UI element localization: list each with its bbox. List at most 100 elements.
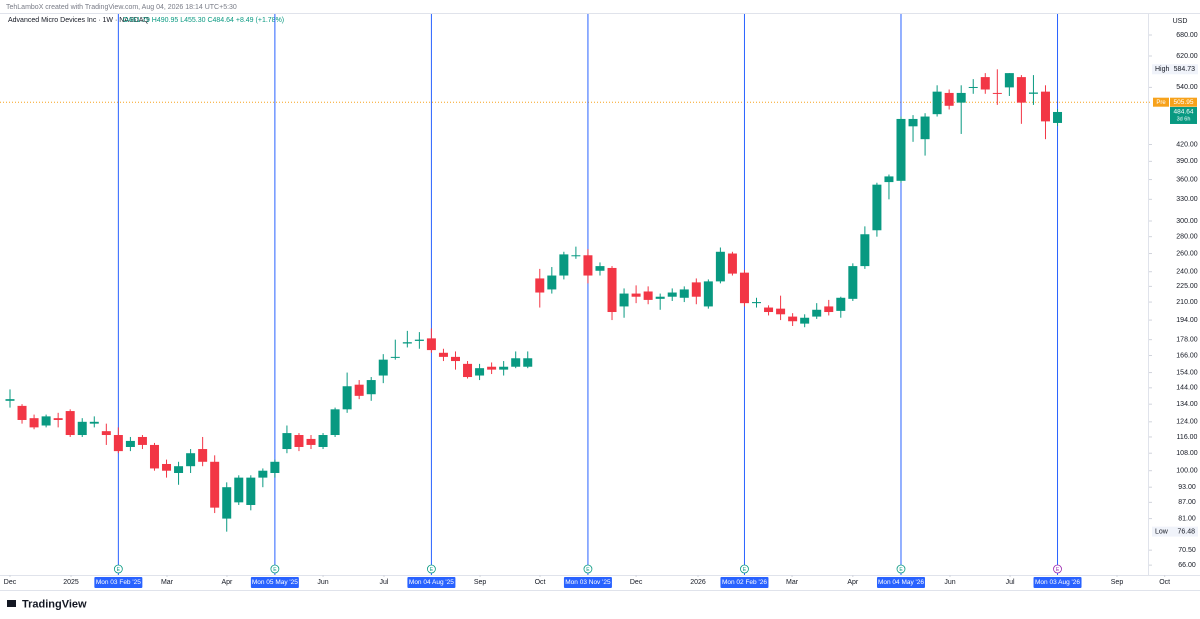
candle xyxy=(812,303,822,319)
candle-body xyxy=(992,92,1002,94)
event-marker-label: E xyxy=(273,567,277,573)
candle xyxy=(764,305,774,316)
candle xyxy=(872,182,882,237)
candle-body xyxy=(475,368,485,376)
price-line-tag: Pre xyxy=(1156,100,1166,106)
candle-body xyxy=(186,453,196,467)
candle-body xyxy=(1004,73,1014,88)
candle xyxy=(896,116,906,183)
high-marker-name: High xyxy=(1155,66,1170,73)
candle xyxy=(162,459,172,478)
y-tick-label: 240.00 xyxy=(1176,269,1198,276)
candle xyxy=(77,418,87,437)
candle xyxy=(703,279,713,309)
candle-body xyxy=(908,118,918,127)
candle xyxy=(198,436,208,467)
candle-body xyxy=(426,338,436,351)
y-tick-label: 144.00 xyxy=(1176,385,1198,392)
candle xyxy=(752,297,762,308)
candle xyxy=(41,414,51,428)
candle xyxy=(908,115,918,142)
candle xyxy=(992,69,1002,105)
candle xyxy=(499,361,509,376)
candle-body xyxy=(318,435,328,447)
candle xyxy=(715,247,725,284)
candle xyxy=(17,404,27,424)
candle xyxy=(643,286,653,305)
candle xyxy=(535,268,545,308)
y-tick-label: 154.00 xyxy=(1176,369,1198,376)
candle-body xyxy=(547,275,557,290)
y-tick-label: 100.00 xyxy=(1176,468,1198,475)
date-highlight-label: Mon 04 Aug '25 xyxy=(409,579,454,586)
candle xyxy=(53,412,63,428)
candle xyxy=(330,407,340,437)
candle-body xyxy=(655,296,665,299)
candle xyxy=(282,425,292,454)
candle xyxy=(691,278,701,305)
currency: USD xyxy=(1173,18,1188,25)
event-marker xyxy=(583,564,593,574)
y-tick-label: 116.00 xyxy=(1177,434,1198,441)
candle xyxy=(210,455,220,514)
candle xyxy=(475,363,485,381)
candle-body xyxy=(956,92,966,103)
candle-body xyxy=(739,272,749,304)
candle xyxy=(836,296,846,318)
date-highlight xyxy=(720,577,769,588)
candle-body xyxy=(944,92,954,106)
candle-body xyxy=(860,234,870,267)
candle-body xyxy=(162,463,172,471)
candle-body xyxy=(559,254,569,276)
candle-body xyxy=(450,356,460,362)
candle-body xyxy=(5,399,15,401)
event-marker-label: E xyxy=(430,567,434,573)
candle xyxy=(1053,109,1063,127)
last-price-box xyxy=(1170,106,1197,124)
candle xyxy=(968,79,978,94)
candle-body xyxy=(872,184,882,231)
candle xyxy=(234,475,244,505)
candle-body xyxy=(101,431,111,436)
x-tick-label: Apr xyxy=(847,579,859,586)
x-tick-label: Oct xyxy=(1159,579,1170,586)
candle-body xyxy=(824,306,834,313)
event-marker xyxy=(896,564,906,574)
event-marker xyxy=(427,564,436,574)
candle-body xyxy=(270,461,280,473)
candle-body xyxy=(595,266,605,271)
candle-body xyxy=(29,418,39,428)
candle-body xyxy=(1028,92,1038,94)
candle-body xyxy=(535,278,545,293)
x-tick-label: Sep xyxy=(1111,579,1124,586)
brand: TradingView xyxy=(22,598,87,610)
candle xyxy=(944,89,954,110)
candle xyxy=(246,475,256,511)
candle xyxy=(1028,75,1038,105)
candle-body xyxy=(258,470,268,478)
candle-body xyxy=(198,449,208,462)
candle-body xyxy=(679,289,689,298)
y-tick-label: 300.00 xyxy=(1176,218,1198,225)
candle xyxy=(342,372,352,413)
x-tick-label: Sep xyxy=(474,579,487,586)
candle xyxy=(655,293,665,310)
event-marker-label: E xyxy=(899,567,903,573)
candle xyxy=(378,354,388,384)
candle-body xyxy=(812,309,822,317)
candle xyxy=(523,351,533,369)
candle-body xyxy=(896,118,906,181)
candle xyxy=(848,263,858,301)
date-highlight xyxy=(876,577,925,588)
candle xyxy=(667,288,677,301)
date-highlight xyxy=(94,577,143,588)
candle-body xyxy=(523,358,533,367)
candle xyxy=(450,351,460,370)
candle-body xyxy=(378,359,388,376)
candle-body xyxy=(1040,91,1050,122)
y-tick-label: 260.00 xyxy=(1176,250,1198,257)
x-tick-label: Jul xyxy=(379,579,388,586)
candle-body xyxy=(980,77,990,90)
candle xyxy=(800,314,810,328)
y-tick-label: 390.00 xyxy=(1176,158,1198,165)
